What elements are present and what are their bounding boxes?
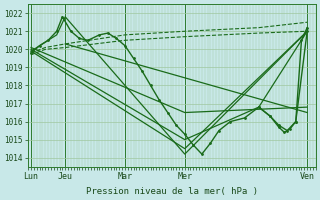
- X-axis label: Pression niveau de la mer( hPa ): Pression niveau de la mer( hPa ): [86, 187, 258, 196]
